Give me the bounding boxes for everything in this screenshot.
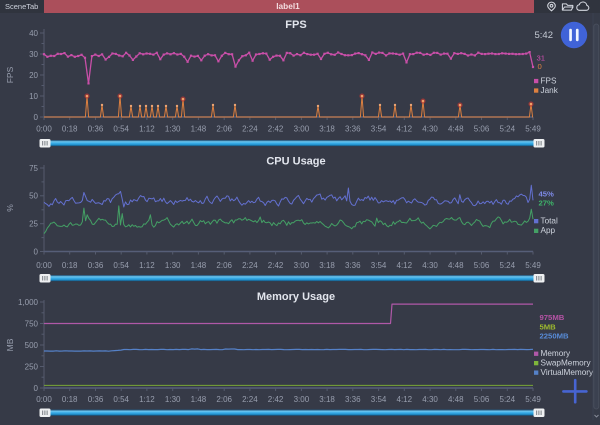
svg-text:3:36: 3:36 <box>345 261 361 270</box>
svg-text:50: 50 <box>29 192 38 201</box>
svg-text:Jank: Jank <box>541 86 559 95</box>
svg-text:20: 20 <box>29 71 38 80</box>
svg-text:4:30: 4:30 <box>422 261 438 270</box>
svg-text:5:24: 5:24 <box>500 125 516 134</box>
svg-text:30: 30 <box>29 50 38 59</box>
svg-text:0:18: 0:18 <box>62 125 78 134</box>
svg-text:25: 25 <box>29 220 38 229</box>
svg-text:3:18: 3:18 <box>319 125 335 134</box>
svg-text:2:42: 2:42 <box>268 125 284 134</box>
svg-text:Memory: Memory <box>541 349 571 358</box>
svg-text:40: 40 <box>29 29 38 38</box>
svg-text:5:24: 5:24 <box>500 261 516 270</box>
svg-text:3:36: 3:36 <box>345 125 361 134</box>
svg-text:27%: 27% <box>539 199 555 208</box>
svg-text:0:00: 0:00 <box>36 261 52 270</box>
svg-text:250: 250 <box>25 362 39 371</box>
svg-text:2:42: 2:42 <box>268 261 284 270</box>
svg-text:3:18: 3:18 <box>319 395 335 404</box>
svg-text:CPU Usage: CPU Usage <box>266 156 325 168</box>
svg-text:1:30: 1:30 <box>165 395 181 404</box>
svg-text:MB: MB <box>5 338 15 351</box>
svg-text:5:06: 5:06 <box>474 261 490 270</box>
svg-text:750: 750 <box>25 319 39 328</box>
svg-text:3:00: 3:00 <box>294 261 310 270</box>
svg-text:label1: label1 <box>276 1 300 11</box>
svg-text:5:49: 5:49 <box>525 125 541 134</box>
svg-text:0:54: 0:54 <box>113 395 129 404</box>
svg-text:0:36: 0:36 <box>88 125 104 134</box>
svg-text:975MB: 975MB <box>540 313 565 322</box>
svg-text:FPS: FPS <box>285 19 306 31</box>
svg-text:4:48: 4:48 <box>448 395 464 404</box>
svg-text:3:00: 3:00 <box>294 395 310 404</box>
svg-text:4:12: 4:12 <box>397 261 413 270</box>
svg-text:3:36: 3:36 <box>345 395 361 404</box>
svg-text:SceneTab: SceneTab <box>5 2 38 11</box>
svg-text:5:49: 5:49 <box>525 261 541 270</box>
svg-text:0:54: 0:54 <box>113 125 129 134</box>
svg-text:4:12: 4:12 <box>397 125 413 134</box>
svg-text:%: % <box>5 204 15 212</box>
svg-text:0:36: 0:36 <box>88 261 104 270</box>
svg-text:1:48: 1:48 <box>191 395 207 404</box>
svg-text:4:30: 4:30 <box>422 125 438 134</box>
svg-text:10: 10 <box>29 92 38 101</box>
svg-text:1:48: 1:48 <box>191 125 207 134</box>
svg-text:2:42: 2:42 <box>268 395 284 404</box>
svg-text:500: 500 <box>25 341 39 350</box>
svg-text:Total: Total <box>541 216 558 225</box>
svg-text:2:06: 2:06 <box>216 261 232 270</box>
svg-text:5:49: 5:49 <box>525 395 541 404</box>
svg-text:4:30: 4:30 <box>422 395 438 404</box>
svg-text:4:12: 4:12 <box>397 395 413 404</box>
svg-text:0: 0 <box>34 384 39 393</box>
svg-text:2:24: 2:24 <box>242 125 258 134</box>
svg-text:3:18: 3:18 <box>319 261 335 270</box>
svg-text:0:18: 0:18 <box>62 395 78 404</box>
svg-text:2:24: 2:24 <box>242 395 258 404</box>
svg-text:5:42: 5:42 <box>535 30 554 41</box>
svg-text:0:00: 0:00 <box>36 125 52 134</box>
svg-text:0:00: 0:00 <box>36 395 52 404</box>
svg-text:VirtualMemory: VirtualMemory <box>541 368 595 377</box>
svg-text:2250MB: 2250MB <box>540 332 570 341</box>
svg-text:0:18: 0:18 <box>62 261 78 270</box>
svg-text:5:06: 5:06 <box>474 395 490 404</box>
svg-text:SwapMemory: SwapMemory <box>541 358 592 367</box>
svg-text:1,000: 1,000 <box>18 298 39 307</box>
svg-text:0: 0 <box>538 62 542 71</box>
svg-text:0:54: 0:54 <box>113 261 129 270</box>
svg-text:3:54: 3:54 <box>371 395 387 404</box>
svg-text:FPS: FPS <box>5 66 15 83</box>
svg-text:1:12: 1:12 <box>139 261 155 270</box>
svg-text:75: 75 <box>29 164 38 173</box>
svg-text:2:06: 2:06 <box>216 395 232 404</box>
svg-text:5:06: 5:06 <box>474 125 490 134</box>
svg-text:0: 0 <box>34 113 39 122</box>
svg-text:2:06: 2:06 <box>216 125 232 134</box>
svg-text:1:48: 1:48 <box>191 261 207 270</box>
svg-text:1:30: 1:30 <box>165 125 181 134</box>
svg-text:2:24: 2:24 <box>242 261 258 270</box>
svg-text:5:24: 5:24 <box>500 395 516 404</box>
svg-text:3:54: 3:54 <box>371 125 387 134</box>
svg-text:45%: 45% <box>539 190 555 199</box>
svg-text:4:48: 4:48 <box>448 125 464 134</box>
svg-text:5MB: 5MB <box>540 322 557 331</box>
svg-text:4:48: 4:48 <box>448 261 464 270</box>
svg-text:3:00: 3:00 <box>294 125 310 134</box>
svg-text:FPS: FPS <box>541 76 557 85</box>
svg-text:3:54: 3:54 <box>371 261 387 270</box>
svg-text:0:36: 0:36 <box>88 395 104 404</box>
svg-text:Memory Usage: Memory Usage <box>257 291 335 303</box>
svg-text:1:12: 1:12 <box>139 395 155 404</box>
svg-text:App: App <box>541 226 556 235</box>
svg-text:0: 0 <box>34 247 39 256</box>
svg-text:1:12: 1:12 <box>139 125 155 134</box>
svg-text:31: 31 <box>537 54 546 63</box>
svg-text:1:30: 1:30 <box>165 261 181 270</box>
